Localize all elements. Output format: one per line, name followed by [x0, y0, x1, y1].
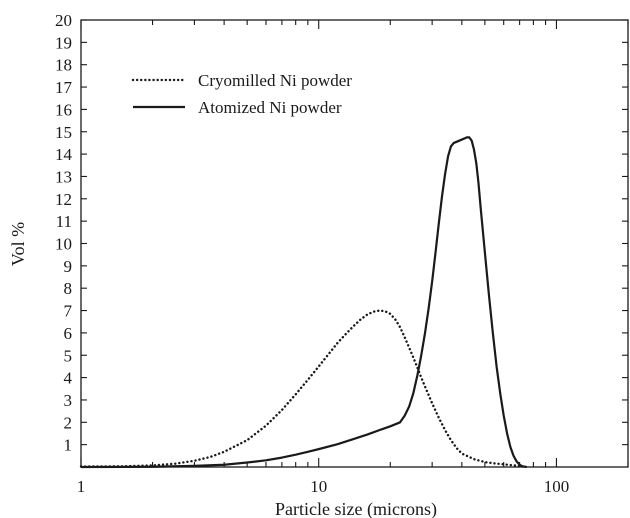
- series-line-2: [80, 136, 527, 469]
- y-tick-label: 4: [64, 369, 73, 388]
- y-tick-label: 18: [55, 56, 72, 75]
- y-tick-label: 19: [55, 33, 72, 52]
- y-tick-label: 8: [64, 279, 73, 298]
- y-tick-label: 17: [55, 78, 73, 97]
- x-axis-label: Particle size (microns): [275, 499, 437, 518]
- y-tick-label: 11: [56, 212, 72, 231]
- plot-frame-group: [80, 19, 629, 468]
- y-tick-label: 16: [55, 100, 72, 119]
- x-tick-label: 1: [77, 477, 86, 496]
- y-tick-label: 7: [64, 302, 73, 321]
- y-tick-label: 13: [55, 167, 72, 186]
- y-tick-label: 20: [55, 11, 72, 30]
- y-tick-label: 5: [64, 346, 73, 365]
- y-tick-label: 3: [64, 391, 73, 410]
- legend-label: Cryomilled Ni powder: [198, 71, 352, 90]
- y-tick-label: 15: [55, 123, 72, 142]
- y-tick-label: 1: [64, 436, 73, 455]
- x-axis-ticks: 1 10 100: [77, 20, 629, 496]
- y-tick-label: 10: [55, 235, 72, 254]
- y-axis-label: Vol %: [8, 222, 28, 266]
- x-tick-label: 100: [544, 477, 570, 496]
- y-tick-label: 14: [55, 145, 73, 164]
- series-layer: [79, 136, 528, 469]
- y-tick-label: 6: [64, 324, 73, 343]
- plot-frame: [80, 19, 629, 468]
- x-tick-label: 10: [310, 477, 327, 496]
- series-line-1: [79, 309, 528, 469]
- legend-label: Atomized Ni powder: [198, 98, 342, 117]
- legend: Cryomilled Ni powder Atomized Ni powder: [131, 71, 352, 117]
- y-tick-label: 12: [55, 190, 72, 209]
- y-tick-label: 2: [64, 413, 73, 432]
- y-tick-label: 9: [64, 257, 73, 276]
